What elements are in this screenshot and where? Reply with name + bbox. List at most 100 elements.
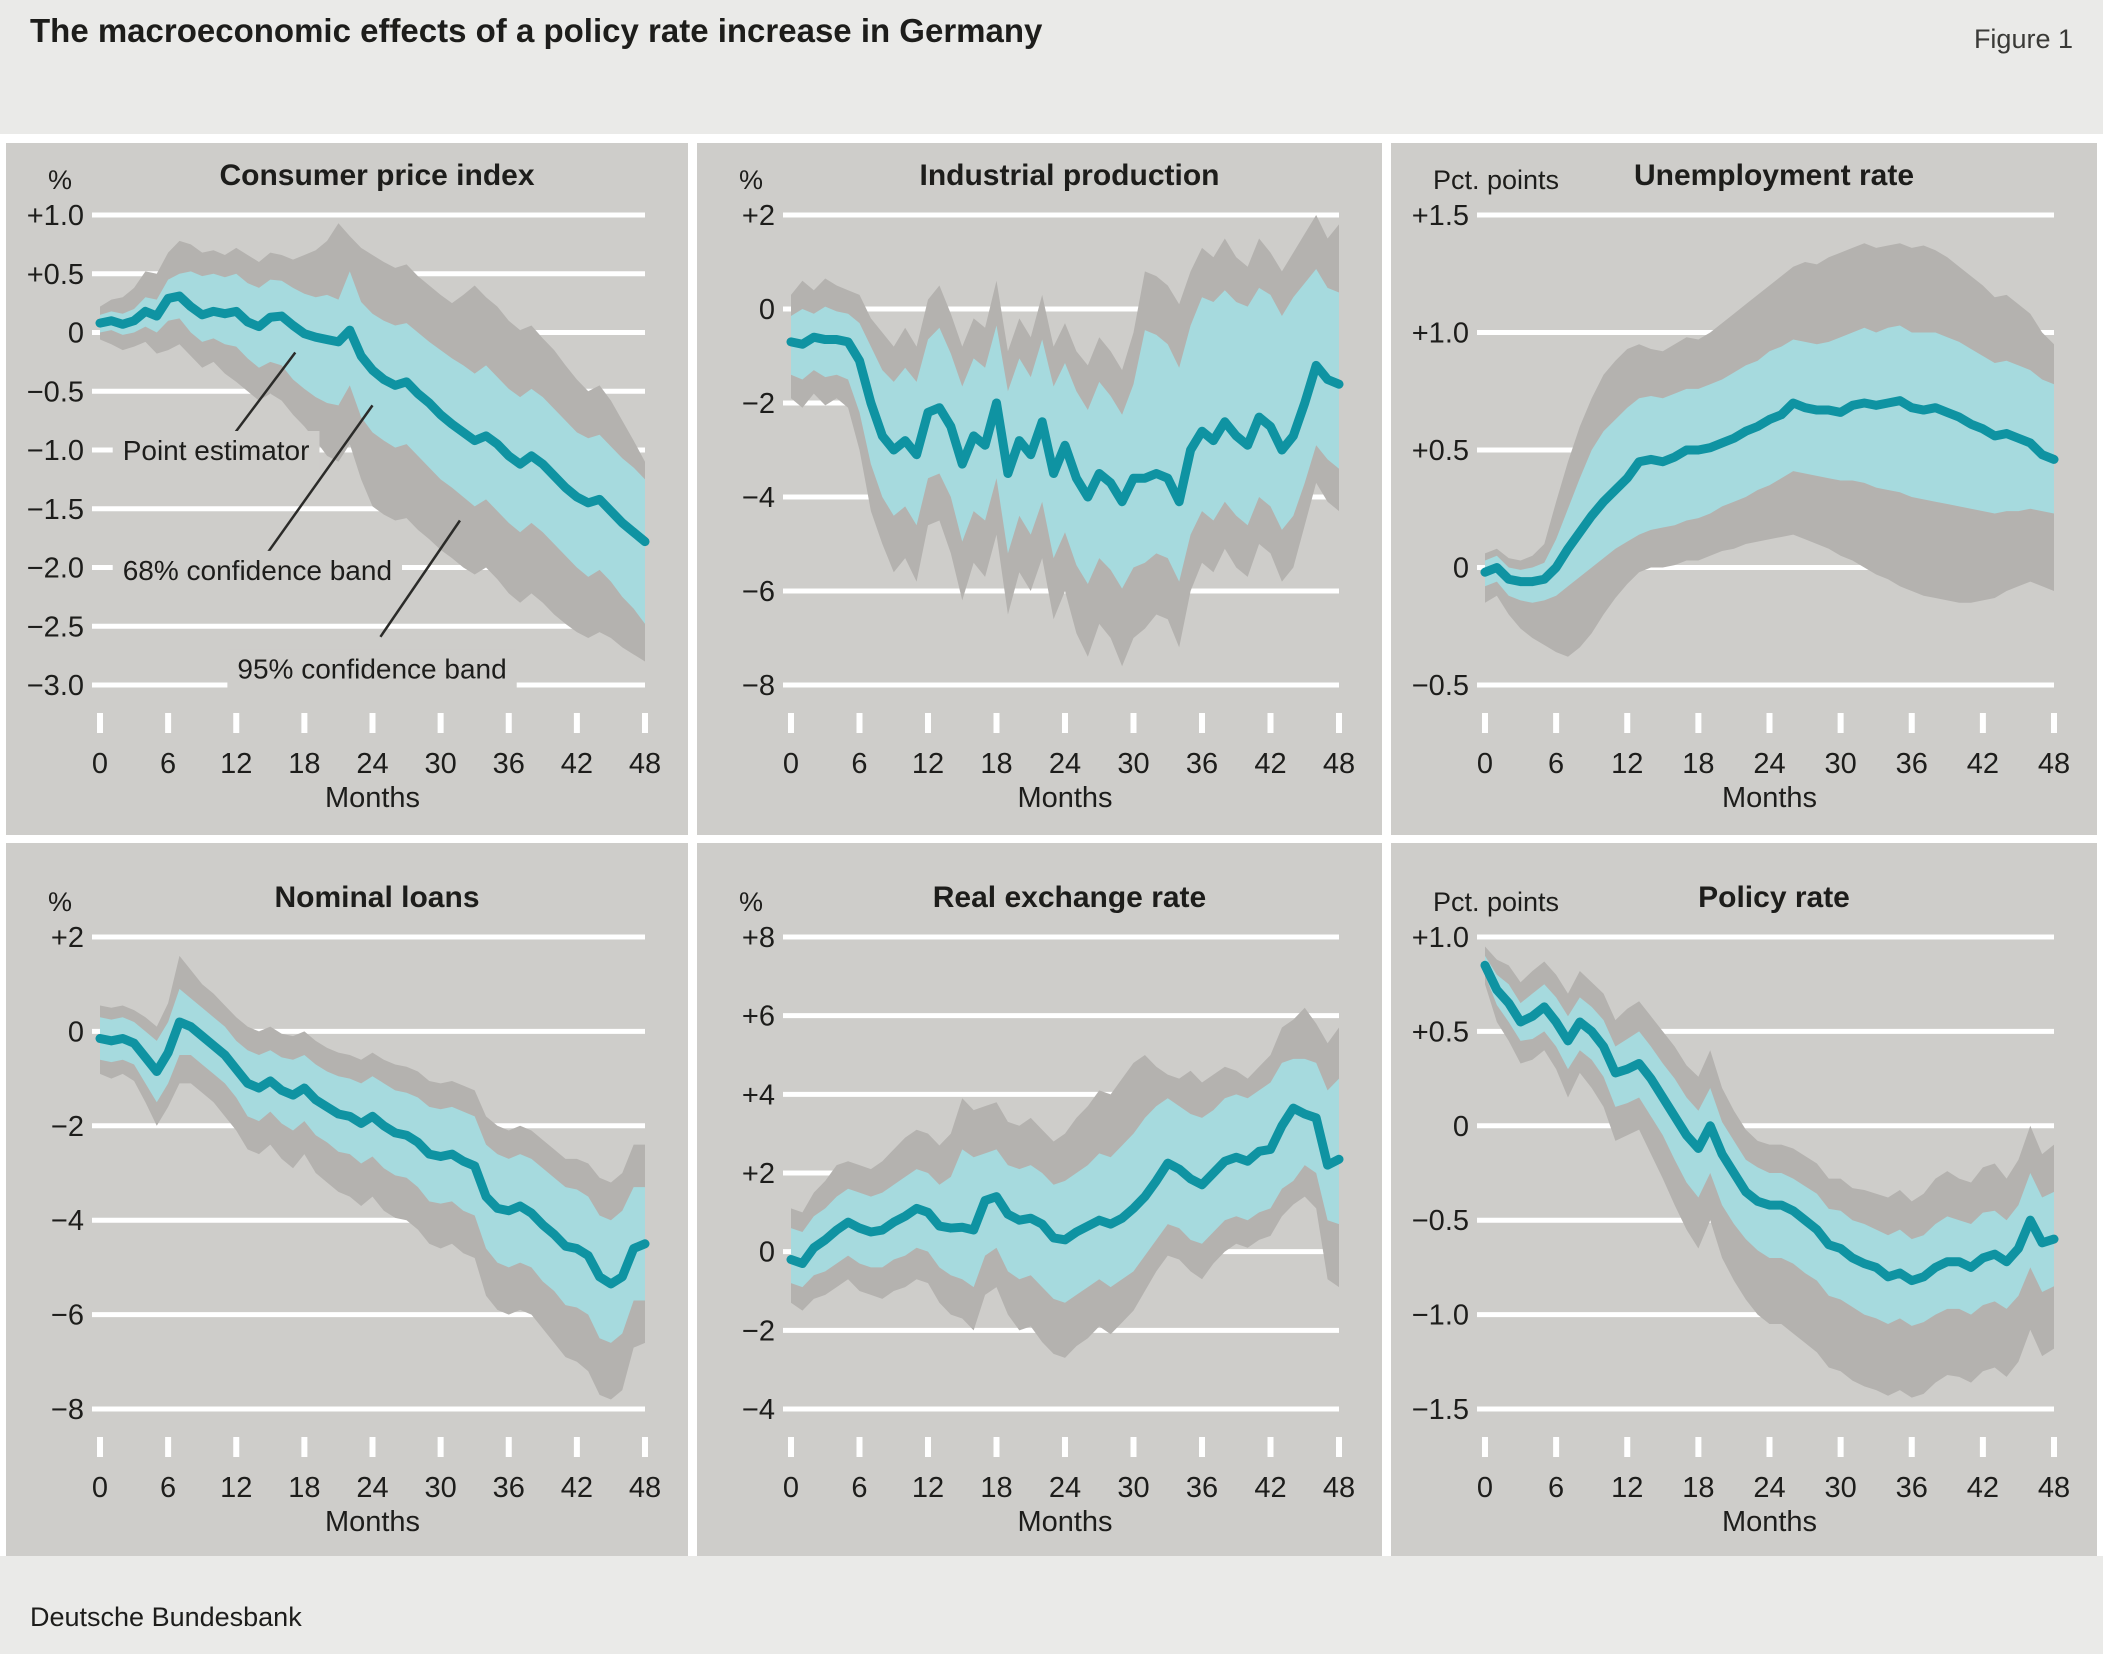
svg-text:30: 30 [1824,1472,1856,1504]
svg-text:+2: +2 [51,922,84,954]
svg-text:95% confidence band: 95% confidence band [237,654,506,685]
svg-text:24: 24 [1049,1472,1081,1504]
svg-text:Months: Months [1722,1506,1817,1538]
svg-text:0: 0 [1477,748,1493,780]
svg-text:0: 0 [1453,553,1469,585]
svg-text:12: 12 [1611,748,1643,780]
svg-text:12: 12 [912,1472,944,1504]
svg-text:48: 48 [2038,748,2070,780]
svg-text:+8: +8 [742,922,775,954]
svg-text:48: 48 [1323,1472,1355,1504]
svg-text:6: 6 [1548,1472,1564,1504]
svg-text:42: 42 [1254,748,1286,780]
svg-text:+1.0: +1.0 [1412,922,1469,954]
svg-text:−4: −4 [51,1205,84,1237]
svg-text:−0.5: −0.5 [1412,670,1469,702]
svg-text:24: 24 [356,748,388,780]
svg-text:−2.0: −2.0 [27,553,84,585]
svg-text:−8: −8 [51,1394,84,1426]
svg-text:−4: −4 [742,1394,775,1426]
panel-title: Consumer price index [219,159,535,192]
axis-unit-label: % [739,887,764,917]
panel-title: Industrial production [919,159,1220,192]
svg-text:−1.0: −1.0 [27,435,84,467]
svg-text:36: 36 [1896,748,1928,780]
axis-unit-label: Pct. points [1433,887,1560,917]
panel-title: Nominal loans [274,881,480,914]
policy-rate-chart: +1.0 +0.5 0 −0.5 −1.0 −1.5 0 6 12 18 24 30 36 42 48 Mon… [1412,922,2070,1538]
svg-text:30: 30 [424,748,456,780]
svg-text:24: 24 [1753,748,1785,780]
svg-text:Months: Months [1722,782,1817,814]
svg-text:Point estimator: Point estimator [123,435,310,466]
svg-text:+2: +2 [742,1158,775,1190]
svg-text:0: 0 [68,318,84,350]
svg-text:0: 0 [783,748,799,780]
svg-text:18: 18 [1682,1472,1714,1504]
svg-text:42: 42 [561,1472,593,1504]
svg-text:36: 36 [493,748,525,780]
svg-text:18: 18 [288,748,320,780]
svg-text:24: 24 [1753,1472,1785,1504]
svg-text:18: 18 [980,1472,1012,1504]
svg-text:0: 0 [1477,1472,1493,1504]
svg-text:+2: +2 [742,200,775,232]
svg-text:30: 30 [1117,1472,1149,1504]
source-label: Deutsche Bundesbank [30,1602,302,1632]
svg-text:−0.5: −0.5 [1412,1205,1469,1237]
figure-footer: Deutsche Bundesbank [0,1556,2103,1654]
svg-text:−4: −4 [742,482,775,514]
svg-text:42: 42 [561,748,593,780]
svg-text:0: 0 [759,294,775,326]
svg-text:6: 6 [851,748,867,780]
axis-unit-label: % [48,165,73,195]
svg-text:42: 42 [1967,1472,1999,1504]
panel-unemployment-rate: Pct. points Unemployment rate +1.5 +1.0 +0… [1391,143,2097,835]
real-exchange-rate-chart: +8 +6 +4 +2 0 −2 −4 0 6 12 18 24 30 36 42 48 Months [742,922,1355,1538]
svg-text:−8: −8 [742,670,775,702]
svg-text:+1.0: +1.0 [27,200,84,232]
svg-text:42: 42 [1254,1472,1286,1504]
svg-text:18: 18 [1682,748,1714,780]
svg-text:48: 48 [1323,748,1355,780]
svg-text:−6: −6 [742,576,775,608]
axis-unit-label: % [739,165,764,195]
figure-number: Figure 1 [1973,24,2073,54]
panel-title: Real exchange rate [932,881,1207,914]
axis-unit-label: % [48,887,73,917]
figure-header: The macroeconomic effects of a policy ra… [0,0,2103,134]
svg-text:−3.0: −3.0 [27,670,84,702]
svg-text:0: 0 [92,748,108,780]
svg-text:30: 30 [1117,748,1149,780]
svg-text:Months: Months [325,1506,420,1538]
svg-text:6: 6 [1548,748,1564,780]
svg-text:48: 48 [629,1472,661,1504]
svg-text:−2.5: −2.5 [27,611,84,643]
panel-policy-rate: Pct. points Policy rate +1.0 +0.5 0 −0.5 −1.… [1391,843,2097,1556]
svg-text:12: 12 [220,1472,252,1504]
svg-text:6: 6 [160,748,176,780]
svg-text:−6: −6 [51,1300,84,1332]
svg-text:12: 12 [912,748,944,780]
svg-text:−2: −2 [742,388,775,420]
nominal-loans-chart: +2 0 −2 −4 −6 −8 0 6 12 18 24 30 36 42 48 Months [51,922,661,1538]
svg-text:Months: Months [1017,782,1112,814]
unemployment-rate-chart: +1.5 +1.0 +0.5 0 −0.5 0 6 12 18 24 30 36 42 48 Months [1412,200,2070,814]
svg-text:0: 0 [68,1016,84,1048]
svg-text:36: 36 [1896,1472,1928,1504]
svg-text:36: 36 [493,1472,525,1504]
svg-text:24: 24 [356,1472,388,1504]
svg-text:+0.5: +0.5 [1412,1016,1469,1048]
industrial-production-chart: +2 0 −2 −4 −6 −8 0 6 12 18 24 30 36 42 48 Months [742,200,1355,814]
svg-text:−2: −2 [742,1315,775,1347]
svg-text:0: 0 [92,1472,108,1504]
panel-title: Policy rate [1698,881,1850,914]
svg-text:+6: +6 [742,1001,775,1033]
svg-text:12: 12 [220,748,252,780]
svg-text:30: 30 [1824,748,1856,780]
svg-text:Months: Months [325,782,420,814]
svg-text:+1.5: +1.5 [1412,200,1469,232]
svg-text:48: 48 [2038,1472,2070,1504]
svg-text:12: 12 [1611,1472,1643,1504]
svg-text:−1.5: −1.5 [1412,1394,1469,1426]
